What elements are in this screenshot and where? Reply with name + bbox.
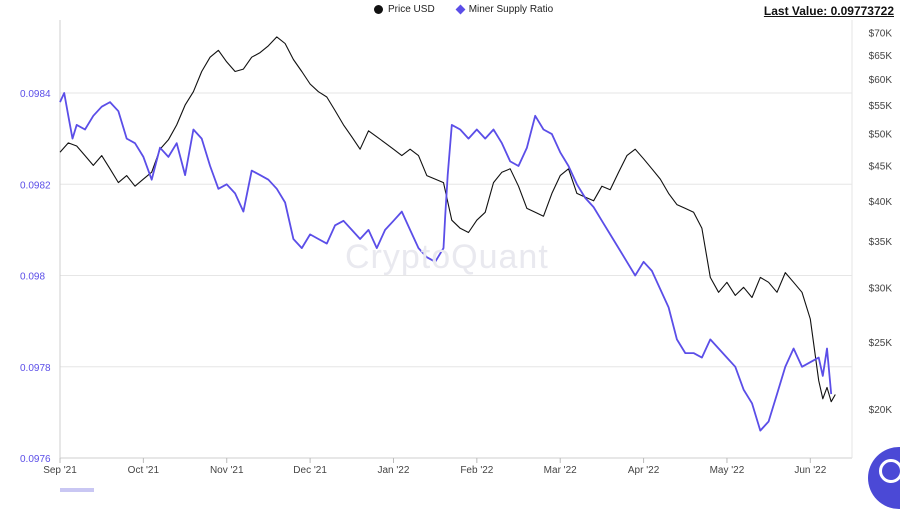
x-tick-label: Jan '22: [378, 465, 410, 476]
right-tick-label: $60K: [869, 75, 893, 86]
x-tick-label: Nov '21: [210, 465, 244, 476]
right-tick-label: $70K: [869, 29, 893, 40]
right-tick-label: $55K: [869, 101, 893, 112]
x-tick-label: Feb '22: [460, 465, 493, 476]
right-tick-label: $35K: [869, 237, 893, 248]
legend-label-price: Price USD: [388, 4, 435, 15]
right-tick-label: $25K: [869, 338, 893, 349]
chat-icon: [879, 459, 900, 483]
x-axis: Sep '21 Oct '21 Nov '21 Dec '21 Jan '22 Feb '…: [43, 458, 827, 476]
watermark: CryptoQuant: [345, 238, 549, 276]
chart-svg: 0.0984 0.0982 0.098 0.0978 0.0976 $70K $65K $6…: [20, 20, 893, 476]
series-line-price: [59, 36, 836, 403]
left-tick-label: 0.0982: [20, 180, 51, 191]
x-tick-label: Sep '21: [43, 465, 77, 476]
grid: [59, 20, 853, 459]
x-tick-label: Dec '21: [293, 465, 327, 476]
legend-item-msr[interactable]: Miner Supply Ratio: [455, 4, 554, 15]
chart: 0.0984 0.0982 0.098 0.0978 0.0976 $70K $65K $6…: [20, 4, 900, 509]
left-tick-label: 0.098: [20, 272, 45, 283]
x-tick-label: Apr '22: [628, 465, 660, 476]
x-tick-label: May '22: [710, 465, 745, 476]
series-line-miner-supply-ratio: [59, 92, 833, 432]
legend-label-msr: Miner Supply Ratio: [468, 4, 554, 15]
right-tick-label: $30K: [869, 283, 893, 294]
left-tick-label: 0.0976: [20, 454, 51, 465]
left-tick-label: 0.0978: [20, 363, 51, 374]
legend-item-price[interactable]: Price USD: [374, 4, 435, 15]
legend-diamond-msr: [455, 4, 466, 15]
x-tick-label: Oct '21: [128, 465, 160, 476]
series-layer: [59, 36, 836, 432]
left-axis: 0.0984 0.0982 0.098 0.0978 0.0976: [20, 89, 51, 465]
last-value[interactable]: Last Value: 0.09773722: [763, 4, 894, 18]
right-tick-label: $45K: [869, 161, 893, 172]
navigator-handle[interactable]: [60, 488, 94, 492]
x-tick-label: Mar '22: [544, 465, 577, 476]
right-tick-label: $20K: [869, 405, 893, 416]
right-tick-label: $50K: [869, 130, 893, 141]
right-tick-label: $65K: [869, 51, 893, 62]
right-tick-label: $40K: [869, 197, 893, 208]
left-tick-label: 0.0984: [20, 89, 51, 100]
legend: Price USD Miner Supply Ratio: [374, 4, 553, 15]
right-axis: $70K $65K $60K $55K $50K $45K $40K $35K $30K $25K…: [869, 29, 893, 417]
legend-dot-price: [374, 5, 383, 14]
x-tick-label: Jun '22: [794, 465, 826, 476]
